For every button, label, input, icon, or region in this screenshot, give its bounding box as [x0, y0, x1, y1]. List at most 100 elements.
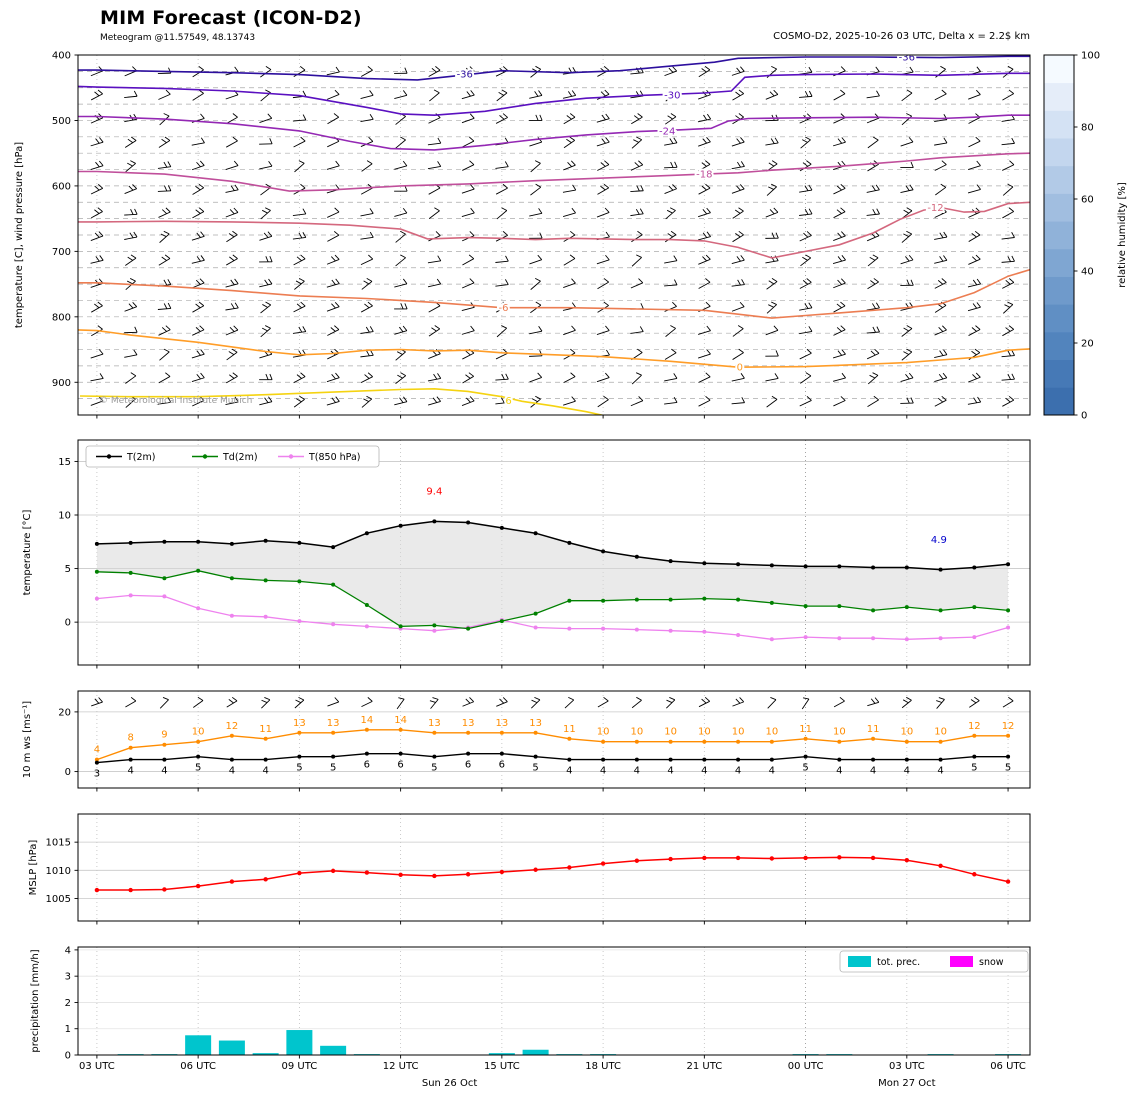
wind-value-label: 6 [499, 760, 505, 771]
svg-text:precipitation [mm/h]: precipitation [mm/h] [30, 949, 41, 1052]
contour-6 [79, 387, 606, 415]
wind-value-label: 12 [968, 721, 981, 732]
svg-text:900: 900 [52, 378, 71, 389]
wind-barbs-grid [90, 65, 1015, 408]
wind-value-label: 4 [701, 766, 707, 777]
wind-value-label: 5 [431, 763, 437, 774]
wind-value-label: 4 [94, 745, 100, 756]
wind-barbs-row [91, 696, 1014, 710]
wind-value-label: 4 [127, 766, 133, 777]
wind-value-label: 9 [161, 730, 167, 741]
svg-text:600: 600 [52, 181, 71, 192]
svg-text:5: 5 [65, 564, 71, 575]
svg-text:0: 0 [1081, 411, 1087, 422]
svg-text:40: 40 [1081, 267, 1094, 278]
wind-value-label: 3 [94, 769, 100, 780]
wind-value-label: 12 [226, 721, 239, 732]
panel-wind: 4 8 9 10 12 11 13 13 14 14 13 13 13 13 11 10 10 10 10 10 10 1… [22, 690, 1031, 792]
wind-value-label: 5 [532, 763, 538, 774]
svg-text:1010: 1010 [46, 866, 71, 877]
wind-value-label: 4 [870, 766, 876, 777]
wind-value-label: 13 [462, 718, 475, 729]
contour-0 [78, 329, 1030, 369]
wind-value-label: 10 [192, 727, 205, 738]
wind-value-label: 11 [259, 724, 272, 735]
svg-text:4: 4 [65, 945, 71, 956]
x-tick-label: 06 UTC [180, 1061, 216, 1072]
panel-mslp: 1005 1010 1015 MSLP [hPa] [28, 813, 1031, 925]
contour--30 [78, 72, 1030, 117]
contour-label: -6 [499, 303, 509, 314]
x-tick-label: 21 UTC [686, 1061, 722, 1072]
svg-text:T(2m): T(2m) [126, 452, 156, 463]
series-wind-gust: 4 8 9 10 12 11 13 13 14 14 13 13 13 13 11 10 10 10 10 10 10 1… [94, 715, 1014, 762]
wind-value-label: 4 [229, 766, 235, 777]
wind-value-label: 4 [667, 766, 673, 777]
wind-value-label: 4 [161, 766, 167, 777]
x-tick-label: 12 UTC [383, 1061, 419, 1072]
wind-value-label: 4 [769, 766, 775, 777]
wind-value-label: 13 [327, 718, 340, 729]
svg-text:20: 20 [58, 707, 71, 718]
wind-value-label: 4 [904, 766, 910, 777]
wind-value-label: 10 [698, 727, 711, 738]
wind-value-label: 10 [833, 727, 846, 738]
svg-text:0: 0 [65, 1051, 71, 1062]
wind-value-label: 10 [765, 727, 778, 738]
series-t-2m- [94, 519, 1011, 572]
svg-text:10 m ws [ms⁻¹]: 10 m ws [ms⁻¹] [22, 701, 33, 779]
contour-label: 6 [505, 396, 511, 407]
svg-text:relative humidity [%]: relative humidity [%] [1117, 182, 1128, 288]
annotation-9.4: 9.4 [426, 487, 442, 498]
svg-text:700: 700 [52, 247, 71, 258]
wind-value-label: 10 [664, 727, 677, 738]
contour--36 [78, 55, 1030, 81]
humidity-colorbar: 0 20 40 60 80 100 relative humidity [%] [1043, 51, 1128, 422]
svg-text:temperature [°C]: temperature [°C] [22, 509, 33, 595]
svg-text:15: 15 [58, 457, 71, 468]
svg-text:400: 400 [52, 51, 71, 62]
svg-text:Td(2m): Td(2m) [222, 452, 258, 463]
wind-value-label: 4 [262, 766, 268, 777]
panel-precipitation: tot. prec. snow 0 1 2 3 4 precipitation [mm/h] [30, 945, 1031, 1062]
svg-text:500: 500 [52, 116, 71, 127]
svg-text:100: 100 [1081, 51, 1100, 62]
wind-value-label: 4 [836, 766, 842, 777]
wind-value-label: 8 [127, 733, 133, 744]
series-t-850-hpa- [94, 593, 1011, 642]
contour--24 [78, 114, 1030, 151]
wind-value-label: 4 [600, 766, 606, 777]
svg-text:1015: 1015 [46, 838, 71, 849]
x-tick-label: 03 UTC [889, 1061, 925, 1072]
wind-value-label: 10 [630, 727, 643, 738]
contour-label: -18 [696, 170, 712, 181]
wind-value-label: 6 [465, 760, 471, 771]
contour-label: -36 [899, 52, 915, 63]
contour-label: -24 [659, 126, 675, 137]
wind-value-label: 10 [934, 727, 947, 738]
wind-value-label: 6 [397, 760, 403, 771]
day-label: Sun 26 Oct [422, 1078, 477, 1089]
svg-text:3: 3 [65, 972, 71, 983]
wind-value-label: 10 [732, 727, 745, 738]
wind-value-label: 13 [495, 718, 508, 729]
x-tick-label: 00 UTC [788, 1061, 824, 1072]
wind-value-label: 10 [597, 727, 610, 738]
wind-value-label: 5 [296, 763, 302, 774]
contour-label: 0 [737, 363, 743, 374]
wind-value-label: 4 [634, 766, 640, 777]
x-tick-label: 09 UTC [282, 1061, 318, 1072]
model-run-info: COSMO-D2, 2025-10-26 03 UTC, Delta x = 2… [773, 31, 1030, 42]
annotation-4.9: 4.9 [931, 535, 947, 546]
svg-text:MSLP [hPa]: MSLP [hPa] [28, 840, 39, 896]
series-mslp [94, 855, 1011, 893]
contour--12 [78, 201, 1030, 259]
svg-text:80: 80 [1081, 123, 1094, 134]
t-td-spread-fill [96, 521, 1009, 629]
wind-value-label: 11 [563, 724, 576, 735]
svg-text:1005: 1005 [46, 894, 71, 905]
wind-value-label: 11 [799, 724, 812, 735]
svg-text:1: 1 [65, 1024, 71, 1035]
wind-value-label: 5 [802, 763, 808, 774]
